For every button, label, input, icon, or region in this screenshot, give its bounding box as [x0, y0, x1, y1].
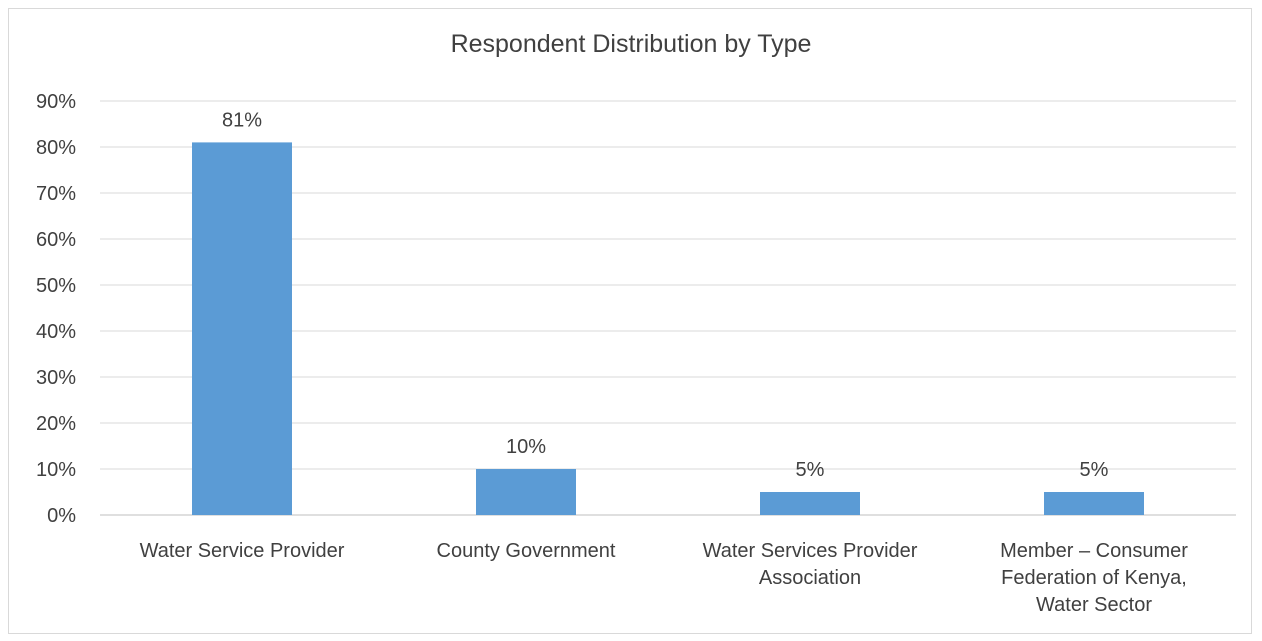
data-label: 5% [1080, 459, 1109, 481]
y-tick-label: 0% [47, 505, 76, 527]
y-tick-label: 40% [36, 321, 76, 343]
y-tick-label: 50% [36, 275, 76, 297]
y-tick-label: 80% [36, 137, 76, 159]
category-label: Member – Consumer Federation of Kenya, Wat… [1000, 540, 1188, 616]
data-label: 81% [222, 109, 262, 131]
category-label: County Government [437, 540, 616, 562]
category-label: Water Services Provider Association [703, 540, 918, 589]
chart-title: Respondent Distribution by Type [450, 30, 812, 58]
bar [476, 469, 576, 515]
y-tick-label: 90% [36, 91, 76, 113]
bar [760, 492, 860, 515]
y-tick-label: 10% [36, 459, 76, 481]
data-label: 5% [796, 459, 825, 481]
y-tick-label: 30% [36, 367, 76, 389]
bar [192, 142, 292, 515]
y-tick-label: 60% [36, 229, 76, 251]
category-label: Water Service Provider [140, 540, 345, 562]
y-tick-label: 20% [36, 413, 76, 435]
y-tick-label: 70% [36, 183, 76, 205]
bar [1044, 492, 1144, 515]
data-label: 10% [506, 436, 546, 458]
